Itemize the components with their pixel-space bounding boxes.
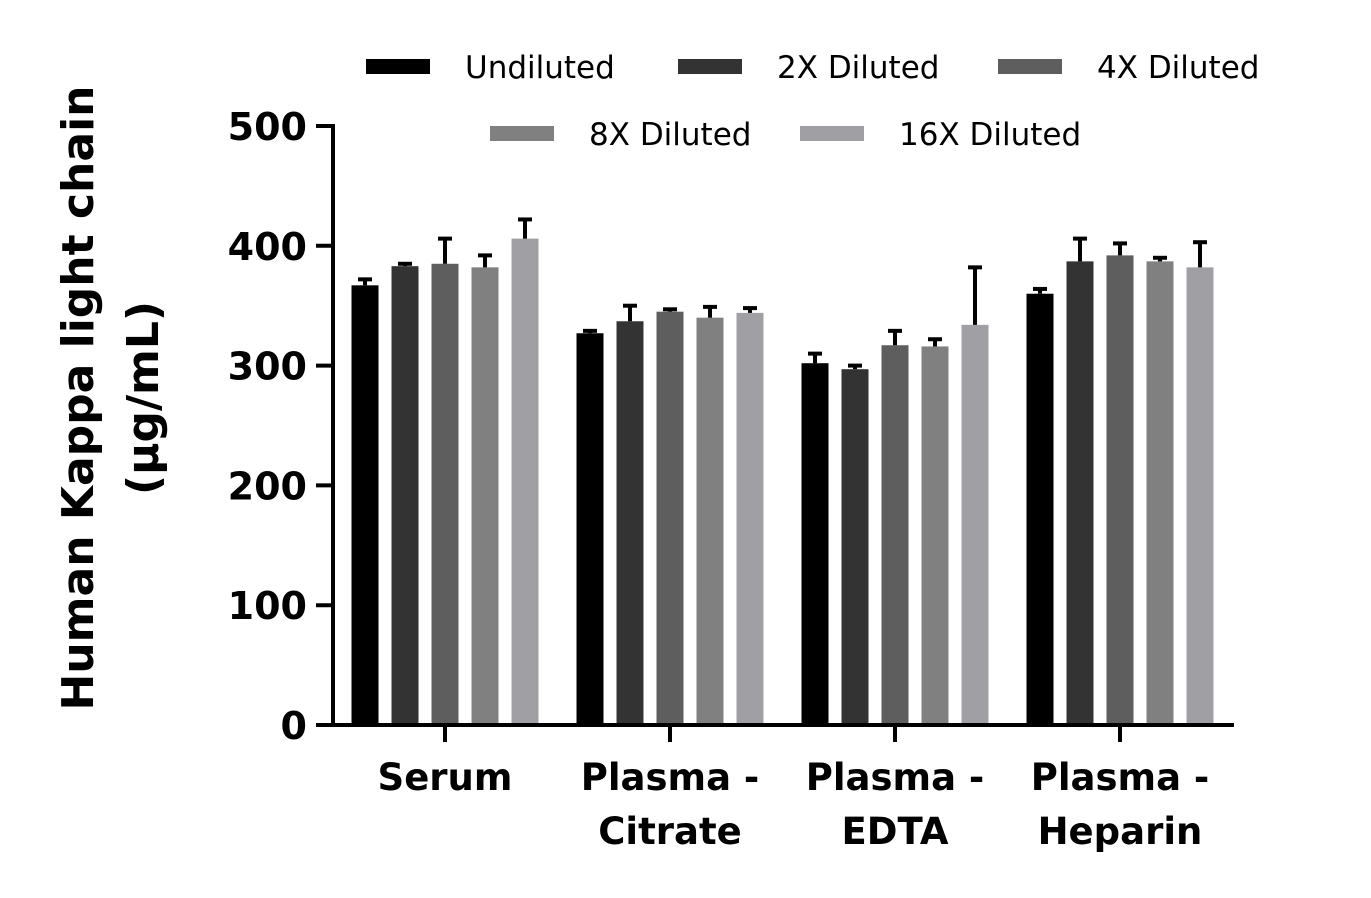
bar <box>391 266 419 725</box>
y-tick-label: 0 <box>281 704 307 748</box>
bar <box>1186 267 1214 725</box>
legend-label: 4X Diluted <box>1097 50 1259 86</box>
y-axis-title-line: (µg/mL) <box>118 301 169 495</box>
category-label: EDTA <box>842 810 949 853</box>
bar <box>1106 255 1134 725</box>
bar <box>841 369 869 725</box>
bar <box>736 312 764 725</box>
bars-layer <box>351 217 1214 725</box>
legend-label: 8X Diluted <box>589 117 751 153</box>
category-label: Plasma - <box>581 756 760 799</box>
bar <box>616 321 644 725</box>
legend-swatch <box>490 126 554 141</box>
bar <box>921 346 949 725</box>
y-tick-label: 200 <box>228 464 307 508</box>
bar <box>576 333 604 725</box>
bar <box>696 317 724 725</box>
y-tick-label: 400 <box>228 225 307 269</box>
bar <box>1146 261 1174 725</box>
legend-swatch <box>800 126 864 141</box>
bar <box>1066 261 1094 725</box>
legend: Undiluted 2X Diluted 4X Diluted 8X Diluted 1… <box>366 50 1259 153</box>
category-label: Serum <box>378 756 513 799</box>
bar <box>656 311 684 725</box>
bar <box>431 263 459 725</box>
category-label: Plasma - <box>806 756 985 799</box>
y-tick-label: 100 <box>228 584 307 628</box>
bar <box>801 363 829 725</box>
bar <box>471 267 499 725</box>
y-tick-label: 300 <box>228 345 307 389</box>
bar <box>961 324 989 725</box>
legend-label: Undiluted <box>465 50 615 86</box>
legend-swatch <box>366 59 430 74</box>
axes-layer <box>316 124 1234 727</box>
y-tick-label: 500 <box>228 105 307 149</box>
bar <box>881 345 909 725</box>
category-label: Heparin <box>1038 810 1203 853</box>
bar <box>1026 293 1054 725</box>
legend-swatch <box>998 59 1062 74</box>
ticks-layer: 0 100 200 300 400 500 <box>228 105 333 748</box>
legend-swatch <box>678 59 742 74</box>
legend-label: 16X Diluted <box>899 117 1081 153</box>
y-axis-title: Human Kappa light chain (µg/mL) <box>53 86 169 711</box>
category-labels: Serum Plasma - Citrate Plasma - EDTA Plasma -… <box>378 725 1210 853</box>
bar <box>351 285 379 725</box>
y-axis-title-line: Human Kappa light chain <box>53 86 104 711</box>
legend-label: 2X Diluted <box>777 50 939 86</box>
category-label: Citrate <box>598 810 742 853</box>
bar <box>511 238 539 725</box>
category-label: Plasma - <box>1031 756 1210 799</box>
